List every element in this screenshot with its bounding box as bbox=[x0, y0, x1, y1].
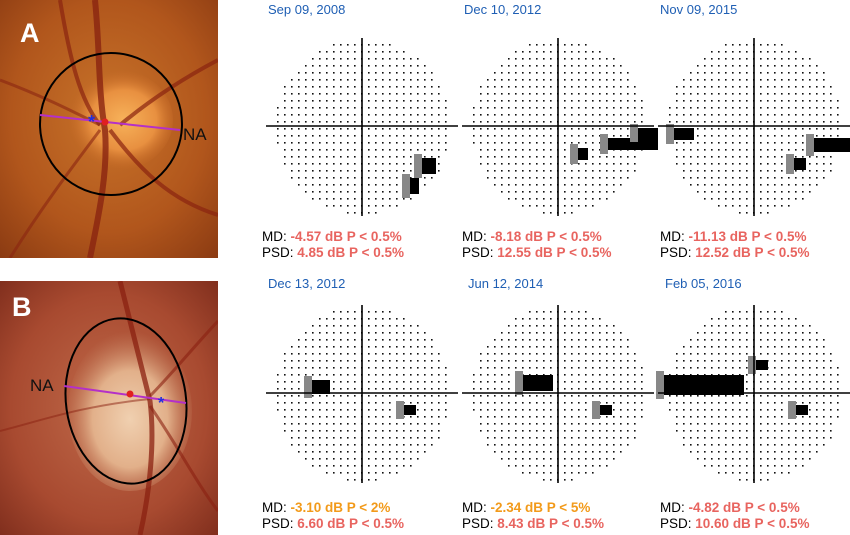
psd-value: 6.60 dB P < 0.5% bbox=[297, 516, 404, 531]
svg-text:*: * bbox=[88, 112, 95, 132]
panel-label-a: A bbox=[20, 18, 40, 48]
md-label: MD: bbox=[262, 229, 287, 244]
field-stats-1: MD: -4.57 dB P < 0.5% PSD: 4.85 dB P < 0… bbox=[262, 229, 404, 261]
md-label: MD: bbox=[262, 500, 287, 515]
marker-label-b: NA bbox=[30, 376, 54, 395]
svg-text:*: * bbox=[158, 395, 165, 412]
visual-field-plot-1 bbox=[266, 38, 458, 216]
md-value: -2.34 dB P < 5% bbox=[490, 500, 591, 515]
psd-value: 8.43 dB P < 0.5% bbox=[497, 516, 604, 531]
visual-field-plot-4 bbox=[266, 305, 458, 483]
psd-value: 12.52 dB P < 0.5% bbox=[695, 245, 810, 260]
md-value: -4.57 dB P < 0.5% bbox=[290, 229, 402, 244]
field-date-1: Sep 09, 2008 bbox=[268, 2, 346, 17]
field-stats-6: MD: -4.82 dB P < 0.5% PSD: 10.60 dB P < … bbox=[660, 500, 809, 532]
field-date-3: Nov 09, 2015 bbox=[660, 2, 738, 17]
md-value: -8.18 dB P < 0.5% bbox=[490, 229, 602, 244]
psd-label: PSD: bbox=[262, 516, 294, 531]
psd-value: 4.85 dB P < 0.5% bbox=[297, 245, 404, 260]
psd-value: 12.55 dB P < 0.5% bbox=[497, 245, 612, 260]
psd-value: 10.60 dB P < 0.5% bbox=[695, 516, 810, 531]
field-stats-2: MD: -8.18 dB P < 0.5% PSD: 12.55 dB P < … bbox=[462, 229, 611, 261]
marker-label-a: NA bbox=[183, 125, 207, 144]
field-date-6: Feb 05, 2016 bbox=[665, 276, 742, 291]
field-stats-4: MD: -3.10 dB P < 2% PSD: 6.60 dB P < 0.5… bbox=[262, 500, 404, 532]
psd-label: PSD: bbox=[660, 516, 692, 531]
visual-field-plot-3 bbox=[658, 38, 850, 216]
disc-outline-circle bbox=[39, 52, 183, 196]
field-stats-3: MD: -11.13 dB P < 0.5% PSD: 12.52 dB P <… bbox=[660, 229, 809, 261]
md-label: MD: bbox=[660, 500, 685, 515]
psd-label: PSD: bbox=[462, 245, 494, 260]
fundus-photo-a: * bbox=[0, 0, 218, 258]
field-stats-5: MD: -2.34 dB P < 5% PSD: 8.43 dB P < 0.5… bbox=[462, 500, 604, 532]
visual-field-plot-5 bbox=[462, 305, 654, 483]
field-date-5: Jun 12, 2014 bbox=[468, 276, 544, 291]
visual-field-plot-6 bbox=[656, 305, 850, 483]
psd-label: PSD: bbox=[660, 245, 692, 260]
psd-label: PSD: bbox=[462, 516, 494, 531]
field-date-2: Dec 10, 2012 bbox=[464, 2, 542, 17]
md-label: MD: bbox=[462, 500, 487, 515]
md-label: MD: bbox=[660, 229, 685, 244]
md-value: -3.10 dB P < 2% bbox=[290, 500, 391, 515]
fundus-photo-b: * bbox=[0, 281, 218, 535]
disc-outline-ellipse bbox=[64, 317, 188, 485]
md-label: MD: bbox=[462, 229, 487, 244]
psd-label: PSD: bbox=[262, 245, 294, 260]
field-date-4: Dec 13, 2012 bbox=[268, 276, 346, 291]
panel-label-b: B bbox=[12, 292, 32, 322]
md-value: -11.13 dB P < 0.5% bbox=[688, 229, 807, 244]
md-value: -4.82 dB P < 0.5% bbox=[688, 500, 800, 515]
visual-field-plot-2 bbox=[462, 38, 658, 216]
